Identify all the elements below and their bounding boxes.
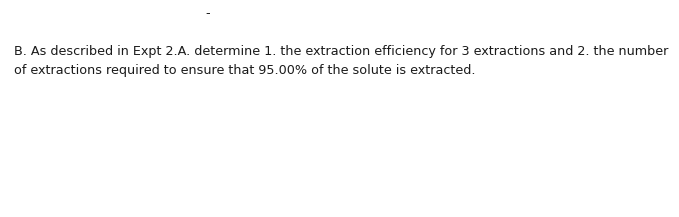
- Text: chloroform needed to extract 99.00% of the solute?: chloroform needed to extract 99.00% of t…: [14, 0, 345, 2]
- Text: of extractions required to ensure that 95.00% of the solute is extracted.: of extractions required to ensure that 9…: [14, 64, 475, 77]
- Text: -: -: [14, 7, 210, 20]
- Text: B. As described in Expt 2.A. determine 1. the extraction efficiency for 3 extrac: B. As described in Expt 2.A. determine 1…: [14, 45, 668, 58]
